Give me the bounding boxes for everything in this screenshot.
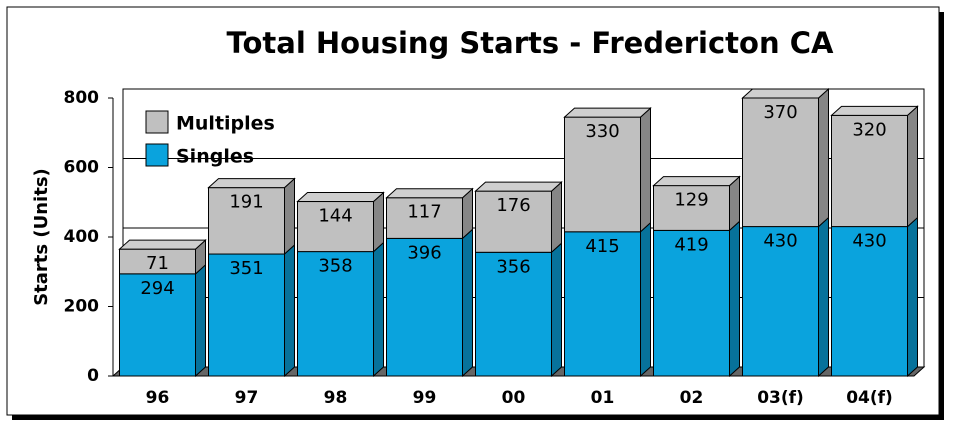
bar-top (385, 188, 474, 199)
bar-segment (386, 237, 463, 377)
value-label: 320 (852, 119, 886, 140)
bar-side (284, 243, 295, 378)
y-tick-label: 800 (64, 88, 100, 108)
bar-top (118, 239, 207, 250)
legend-swatch (145, 143, 169, 167)
bar-side (551, 181, 562, 254)
bar-top (207, 178, 296, 189)
value-label: 415 (585, 236, 619, 257)
bar-side (907, 216, 918, 378)
bar-side (373, 241, 384, 378)
bar-side (551, 242, 562, 378)
bar-side (462, 228, 473, 378)
bar-segment (831, 226, 908, 377)
bar-top (563, 107, 652, 118)
value-label: 117 (407, 202, 441, 223)
bar-side (818, 87, 829, 228)
value-label: 129 (674, 190, 708, 211)
value-label: 330 (585, 121, 619, 142)
value-label: 351 (229, 258, 263, 279)
legend-label: Singles (176, 146, 254, 168)
bar-segment (119, 248, 196, 275)
bar-segment (564, 231, 641, 377)
y-tick-label: 400 (64, 227, 100, 247)
value-label: 144 (318, 206, 352, 227)
bar-segment (208, 253, 285, 377)
x-tick-label: 96 (146, 388, 170, 408)
y-tick-label: 200 (64, 297, 100, 317)
value-label: 419 (674, 234, 708, 255)
bar-side (729, 220, 740, 378)
value-label: 396 (407, 242, 441, 263)
x-tick-label: 02 (680, 388, 704, 408)
bar-segment (386, 197, 463, 239)
bar-top (741, 88, 830, 99)
x-tick-label: 99 (413, 388, 437, 408)
x-tick-label: 03(f) (757, 388, 804, 408)
x-tick-label: 04(f) (846, 388, 893, 408)
bar-segment (297, 251, 374, 377)
bar-top (830, 105, 919, 116)
bar-side (195, 263, 206, 378)
bar-side (373, 191, 384, 253)
bar-segment (119, 273, 196, 377)
bar-segment (831, 114, 908, 228)
value-label: 370 (763, 102, 797, 123)
x-tick-label: 01 (591, 388, 615, 408)
value-label: 430 (852, 231, 886, 252)
bar-top (296, 192, 385, 203)
x-tick-label: 97 (235, 388, 259, 408)
value-label: 356 (496, 256, 530, 277)
legend-label: Multiples (176, 113, 275, 135)
x-tick-label: 98 (324, 388, 348, 408)
value-label: 191 (229, 192, 263, 213)
legend-swatch (145, 110, 169, 134)
value-label: 294 (140, 278, 174, 299)
chart-title: Total Housing Starts - Fredericton CA (227, 26, 834, 60)
value-label: 358 (318, 256, 352, 277)
bar-segment (742, 226, 819, 377)
y-axis-label: Starts (Units) (31, 168, 52, 306)
x-tick-label: 00 (502, 388, 526, 408)
bar-top (652, 176, 741, 187)
value-label: 176 (496, 195, 530, 216)
y-tick-label: 600 (64, 158, 100, 178)
y-tick-label: 0 (87, 366, 99, 386)
bar-side (640, 106, 651, 233)
bar-side (907, 105, 918, 228)
value-label: 71 (146, 253, 169, 274)
bar-segment (297, 201, 374, 253)
bar-top (474, 181, 563, 192)
bar-side (640, 221, 651, 378)
bar-segment (564, 116, 641, 233)
bar-side (284, 177, 295, 256)
value-label: 430 (763, 231, 797, 252)
bar-side (818, 216, 829, 378)
